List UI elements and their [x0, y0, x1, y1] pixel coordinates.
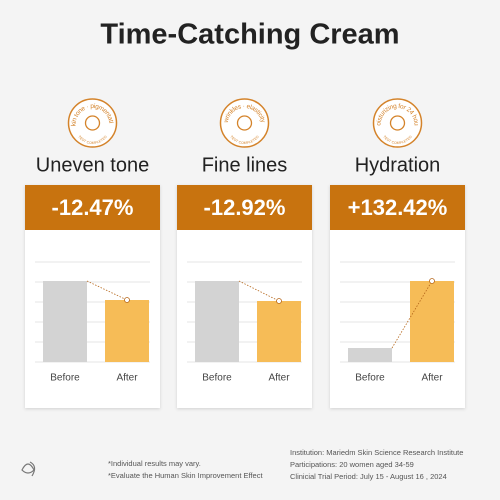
change-value: +132.42% — [348, 195, 448, 220]
trend-line — [391, 280, 433, 349]
footnote: *Individual results may vary. — [108, 459, 201, 468]
bar — [410, 281, 454, 362]
badge-icon — [84, 115, 101, 131]
logo — [21, 461, 36, 477]
panel-header — [330, 185, 465, 230]
study-info: Participations: 20 women aged 34-59 — [290, 460, 414, 469]
badge-icon — [389, 115, 406, 131]
bar — [257, 301, 301, 362]
bar — [195, 281, 239, 362]
x-tick-label: After — [421, 373, 443, 384]
panel-header — [177, 185, 312, 230]
bar — [348, 348, 392, 362]
x-tick-label: Before — [50, 373, 80, 384]
badge-icon — [236, 115, 253, 131]
change-value: -12.92% — [204, 195, 286, 220]
badge-ring — [67, 98, 118, 148]
study-info: Clinicial Trial Period: July 15 - August… — [290, 472, 447, 481]
trend-line — [238, 280, 280, 302]
x-tick-label: After — [116, 373, 138, 384]
badge-ring — [372, 98, 423, 148]
chart-title: Hydration — [355, 154, 441, 176]
footnote: *Evaluate the Human Skin Improvement Eff… — [108, 471, 263, 480]
x-tick-label: After — [268, 373, 290, 384]
change-value: -12.47% — [52, 195, 134, 220]
x-tick-label: Before — [202, 373, 232, 384]
after-marker — [429, 278, 435, 284]
after-marker — [276, 298, 282, 304]
panel-header — [25, 185, 160, 230]
bar — [43, 281, 87, 362]
after-marker — [124, 297, 130, 303]
x-tick-label: Before — [355, 373, 385, 384]
trend-line — [86, 280, 128, 301]
badge-ring — [219, 98, 270, 148]
bar — [105, 300, 149, 362]
page-title: Time-Catching Cream — [100, 19, 399, 51]
study-info: Institution: Mariedm Skin Science Resear… — [290, 448, 463, 457]
chart-title: Uneven tone — [36, 154, 149, 176]
chart-title: Fine lines — [202, 154, 288, 176]
